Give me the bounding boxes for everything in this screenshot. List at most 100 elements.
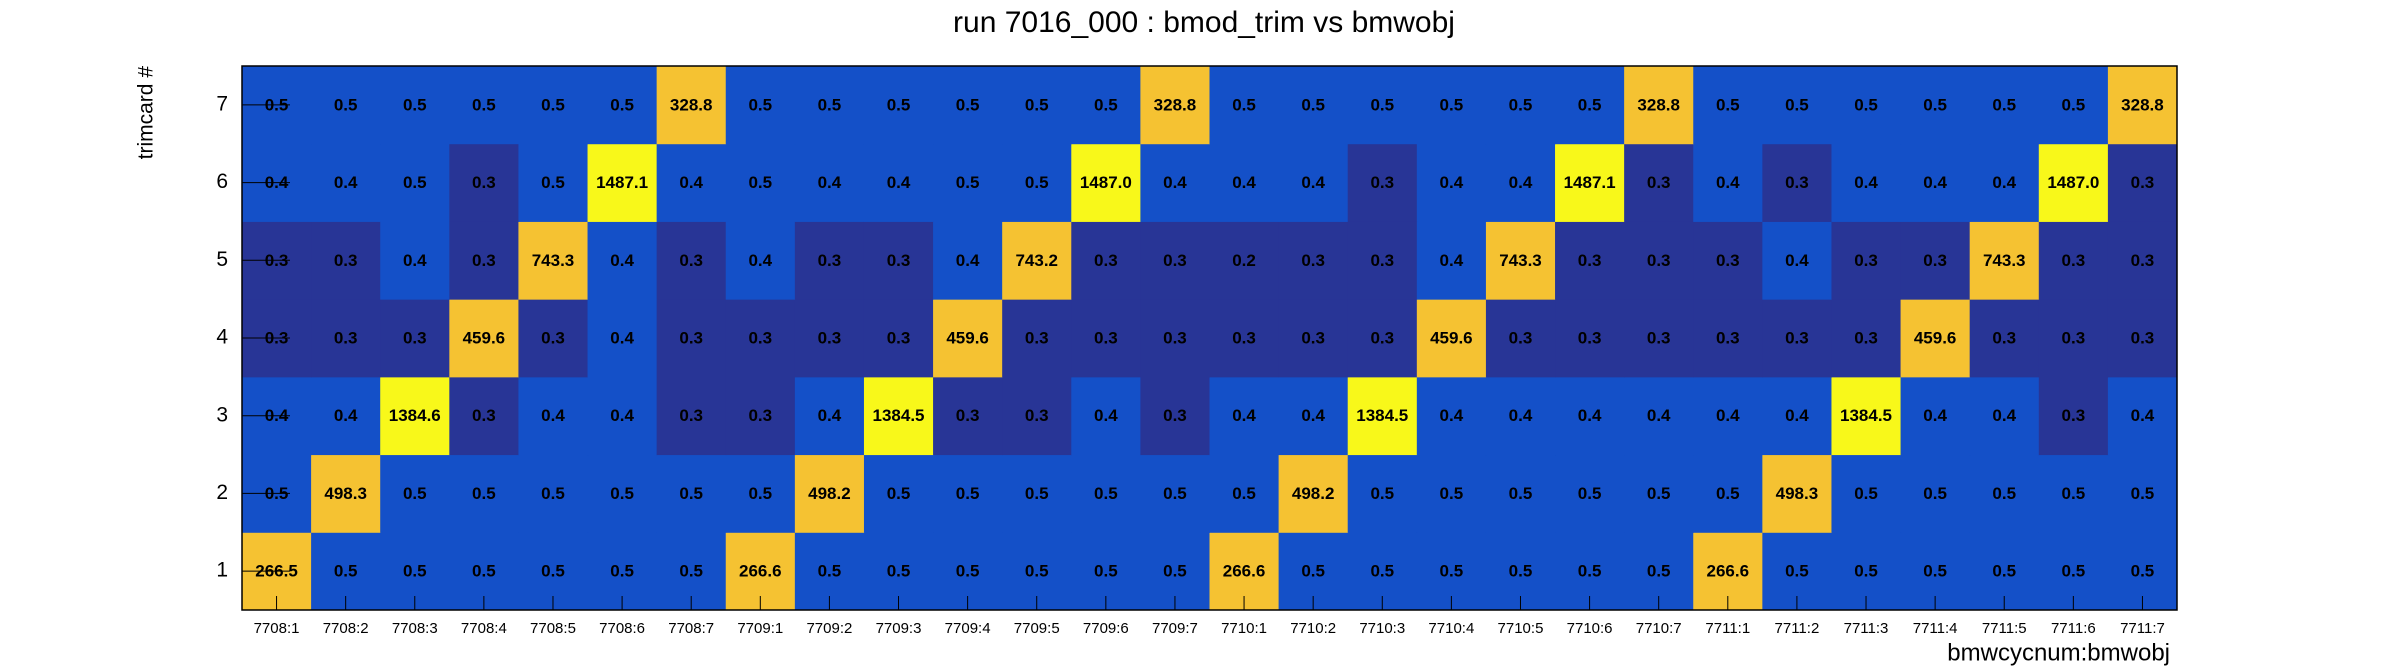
cell-label: 0.5 — [403, 562, 427, 581]
cell — [2038, 221, 2109, 300]
cell — [1485, 299, 1556, 378]
cell — [1416, 299, 1487, 378]
cell-label: 0.3 — [887, 328, 911, 347]
cell — [1693, 221, 1763, 300]
cell-label: 0.3 — [1785, 328, 1809, 347]
cell-label: 0.5 — [541, 173, 565, 192]
cell-label: 0.5 — [1232, 484, 1256, 503]
cell-label: 498.3 — [324, 484, 367, 503]
cell-label: 0.5 — [887, 95, 911, 114]
cell — [1278, 299, 1349, 378]
cell — [1831, 143, 1902, 222]
cell-label: 0.5 — [1785, 562, 1809, 581]
cell-label: 0.4 — [1716, 406, 1740, 425]
cell-label: 0.5 — [1647, 562, 1671, 581]
cell-label: 0.5 — [1094, 562, 1118, 581]
cell-label: 0.4 — [818, 173, 842, 192]
cell-label: 0.5 — [818, 562, 842, 581]
cell-label: 0.4 — [1716, 173, 1740, 192]
cell — [1555, 221, 1625, 300]
cell-label: 1384.5 — [1356, 406, 1408, 425]
cell-label: 0.5 — [1232, 95, 1256, 114]
cell-label: 0.5 — [610, 484, 634, 503]
cell-label: 0.5 — [610, 95, 634, 114]
cell — [1693, 299, 1763, 378]
cell — [1209, 376, 1280, 456]
cell — [1762, 143, 1832, 222]
cell — [587, 66, 658, 145]
cell — [587, 299, 658, 378]
cell — [1485, 221, 1556, 300]
cell — [1485, 454, 1556, 533]
cell — [1969, 454, 2040, 533]
x-tick-label: 7711:2 — [1775, 620, 1820, 637]
cell-label: 0.3 — [472, 173, 496, 192]
cell — [1624, 66, 1694, 145]
cell — [794, 66, 865, 145]
cell-label: 0.3 — [472, 251, 496, 270]
cell — [1693, 66, 1763, 145]
cell-label: 0.4 — [1301, 173, 1325, 192]
cell — [1071, 221, 1141, 300]
cell — [449, 143, 519, 222]
cell — [1831, 299, 1902, 378]
cell-label: 0.5 — [1992, 562, 2016, 581]
x-tick-label: 7710:4 — [1428, 620, 1474, 637]
cell-label: 0.3 — [2062, 251, 2086, 270]
cell — [380, 376, 450, 456]
cell-label: 0.5 — [2062, 95, 2086, 114]
cell-label: 0.3 — [1025, 328, 1049, 347]
cell-label: 0.4 — [610, 251, 634, 270]
cell-label: 0.3 — [1025, 406, 1049, 425]
cell-label: 498.3 — [1776, 484, 1819, 503]
cell-label: 0.5 — [1923, 95, 1947, 114]
cell-label: 0.5 — [748, 95, 772, 114]
cell — [1416, 221, 1487, 300]
cell-label: 0.5 — [334, 95, 358, 114]
cell — [2107, 299, 2178, 378]
y-tick-label: 4 — [216, 326, 228, 349]
cell — [380, 454, 450, 533]
cell-label: 1384.5 — [873, 406, 925, 425]
cell — [1140, 221, 1210, 300]
cell-label: 0.5 — [2131, 484, 2155, 503]
cell — [449, 66, 519, 145]
cell-label: 0.3 — [2062, 406, 2086, 425]
cell — [1624, 221, 1694, 300]
cell — [1002, 143, 1072, 222]
cell-label: 1487.0 — [1080, 173, 1132, 192]
cell-label: 0.4 — [1854, 173, 1878, 192]
cell — [2107, 376, 2178, 456]
cell-label: 0.4 — [610, 328, 634, 347]
cell-label: 0.4 — [1163, 173, 1187, 192]
cell — [1624, 143, 1694, 222]
cell-label: 0.3 — [1370, 251, 1394, 270]
x-tick-label: 7710:3 — [1359, 620, 1405, 637]
plot-frame — [241, 65, 2178, 611]
cell — [863, 376, 934, 456]
cell — [1416, 143, 1487, 222]
cell-label: 0.3 — [679, 251, 703, 270]
cell-label: 0.3 — [2131, 173, 2155, 192]
cell — [1002, 299, 1072, 378]
cell — [1485, 376, 1556, 456]
cell-label: 0.5 — [1923, 484, 1947, 503]
cell-label: 0.3 — [1509, 328, 1533, 347]
cell-label: 0.3 — [1785, 173, 1809, 192]
cell — [2107, 66, 2178, 145]
cell — [1140, 454, 1210, 533]
cell — [725, 66, 796, 145]
cell-label: 459.6 — [1430, 328, 1473, 347]
cell-label: 0.3 — [2062, 328, 2086, 347]
cell-label: 0.5 — [403, 95, 427, 114]
cell-label: 0.4 — [1992, 173, 2016, 192]
cell-label: 459.6 — [1914, 328, 1957, 347]
cell-label: 0.5 — [541, 562, 565, 581]
cell-label: 0.3 — [679, 328, 703, 347]
cell-label: 743.3 — [1983, 251, 2026, 270]
x-tick-label: 7708:1 — [254, 620, 300, 637]
cell-label: 0.3 — [1992, 328, 2016, 347]
cell-label: 0.5 — [1785, 95, 1809, 114]
cell — [587, 376, 658, 456]
cell — [311, 221, 381, 300]
